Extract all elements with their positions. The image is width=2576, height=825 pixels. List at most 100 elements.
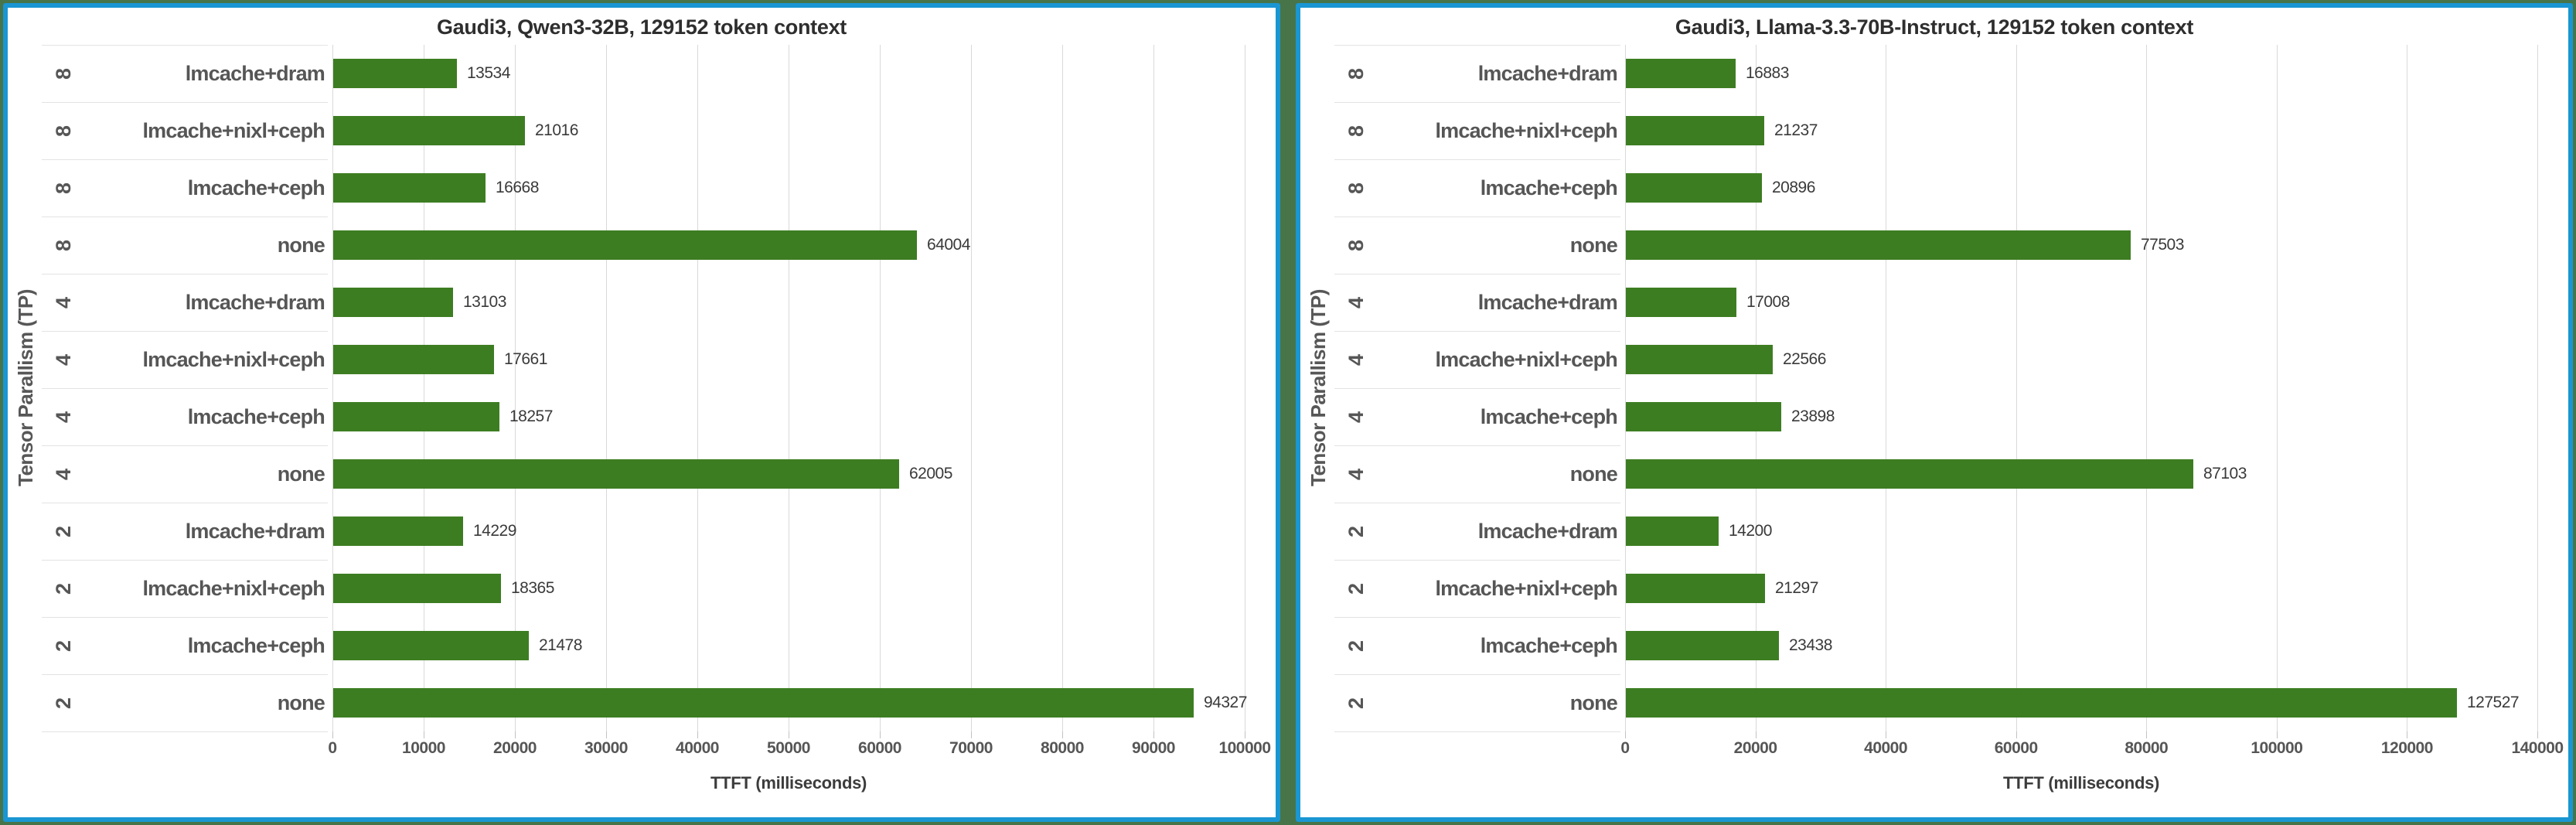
row-separator [1334,331,1620,332]
category-label: lmcache+ceph [1480,634,1618,657]
bar [1626,574,1765,603]
axis-tick [1062,731,1063,738]
category-label: lmcache+nixl+ceph [1435,348,1617,371]
row-separator [42,445,328,446]
bar-value-label: 22566 [1783,350,1826,368]
category-label: lmcache+nixl+ceph [142,348,325,371]
tp-group-label: 8 [52,182,75,194]
gridline [1153,45,1154,731]
gridline [515,45,516,731]
gridline [1062,45,1063,731]
row-separator [42,216,328,217]
tp-group-label: 8 [1344,182,1368,194]
row-separator [1334,617,1620,618]
bar [1626,516,1719,546]
row-separator [42,731,328,732]
x-tick-label: 120000 [2380,739,2434,757]
axis-tick [2276,731,2278,738]
bar-value-label: 20896 [1772,179,1815,196]
category-label: lmcache+dram [1477,62,1618,85]
bar [1626,230,2131,260]
bar-value-label: 62005 [909,465,952,482]
category-label: lmcache+nixl+ceph [1435,119,1617,142]
tp-group-label: 4 [1344,411,1368,423]
tp-group-label: 4 [52,353,75,366]
bar [1626,345,1773,374]
category-label: lmcache+dram [1477,291,1618,314]
bar [1626,402,1781,431]
gridline [332,45,333,731]
row-separator [42,102,328,103]
category-label: lmcache+nixl+ceph [142,119,325,142]
gridline [1625,45,1626,731]
x-tick-label: 0 [1620,739,1630,757]
x-axis-title: TTFT (milliseconds) [2002,773,2160,793]
y-axis-title: Tensor Parallism (TP) [14,289,37,487]
tp-group-label: 2 [52,582,75,595]
bar [333,173,486,203]
tp-group-label: 2 [52,639,75,652]
gridline [2276,45,2278,731]
chart-title: Gaudi3, Llama-3.3-70B-Instruct, 129152 t… [1675,15,2194,39]
x-tick-label: 50000 [767,739,810,757]
category-label: lmcache+ceph [1480,176,1618,199]
gridline [606,45,607,731]
axis-tick [697,731,698,738]
gridline [2146,45,2148,731]
row-separator [42,159,328,160]
category-label: lmcache+dram [185,62,325,85]
bar [333,688,1194,718]
bar-value-label: 13534 [467,64,510,82]
bar [333,459,899,489]
bar-value-label: 18257 [509,407,553,425]
category-label: lmcache+ceph [187,176,325,199]
bar [333,516,463,546]
x-tick-label: 100000 [2251,739,2303,757]
x-tick-label: 20000 [493,739,537,757]
category-label: lmcache+ceph [1480,405,1618,428]
tp-group-label: 2 [1344,697,1368,709]
bar-value-label: 16883 [1746,64,1789,82]
row-separator [1334,102,1620,103]
category-label: lmcache+dram [185,520,325,543]
bar [333,288,453,317]
chart-title: Gaudi3, Qwen3-32B, 129152 token context [436,15,847,39]
row-separator [42,388,328,389]
gridline [971,45,972,731]
bar-value-label: 14200 [1729,522,1772,540]
axis-tick [2146,731,2148,738]
axis-tick [1153,731,1154,738]
bar [333,631,529,660]
bar [333,345,494,374]
x-tick-label: 140000 [2511,739,2564,757]
category-label: none [277,234,325,257]
x-tick-label: 10000 [402,739,445,757]
tp-group-label: 4 [52,468,75,480]
tp-group-label: 4 [52,411,75,423]
bar [1626,59,1736,88]
row-separator [1334,45,1620,46]
axis-tick [1755,731,1757,738]
x-tick-label: 70000 [949,739,993,757]
tp-group-label: 4 [52,296,75,309]
category-label: lmcache+nixl+ceph [142,577,325,600]
tp-group-label: 8 [52,239,75,251]
x-tick-label: 40000 [1864,739,1908,757]
bar-value-label: 23898 [1791,407,1835,425]
category-label: lmcache+ceph [187,405,325,428]
axis-tick [880,731,881,738]
x-tick-label: 90000 [1132,739,1175,757]
row-separator [1334,674,1620,675]
bar [1626,688,2457,718]
row-separator [42,617,328,618]
axis-tick [1625,731,1626,738]
tp-group-label: 8 [1344,239,1368,251]
gridline [880,45,881,731]
bar-value-label: 21478 [539,636,582,654]
gridline [2015,45,2017,731]
category-label: none [1569,462,1618,486]
bar-value-label: 21016 [535,121,578,139]
bar [333,402,499,431]
row-separator [42,331,328,332]
bar-value-label: 23438 [1789,636,1832,654]
